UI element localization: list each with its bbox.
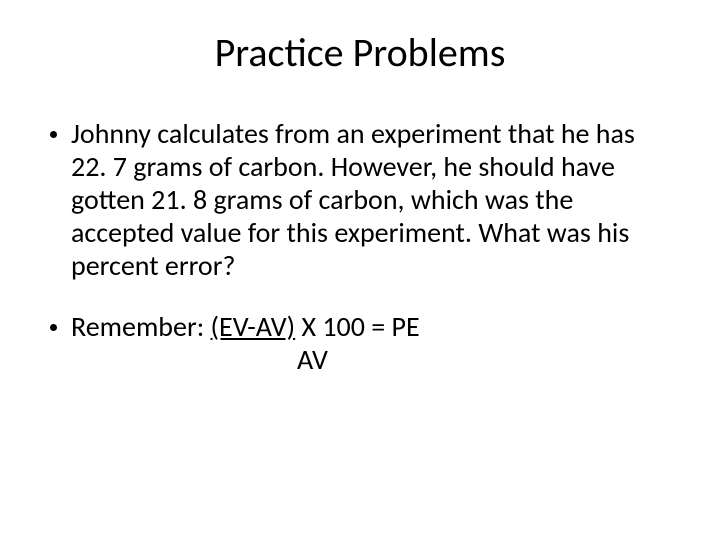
bullet-text: Johnny calculates from an experiment tha… <box>71 117 670 282</box>
formula-numerator: (EV-AV) <box>211 309 296 344</box>
slide-title: Practice Problems <box>40 28 680 77</box>
bullet-text: Remember: (EV-AV) X 100 = PE AV <box>71 310 670 376</box>
bullet-item: Remember: (EV-AV) X 100 = PE AV <box>50 310 670 376</box>
formula-suffix: X 100 = PE <box>295 309 420 344</box>
bullet-dot-icon <box>50 324 57 331</box>
formula-prefix: Remember: <box>71 309 211 344</box>
bullet-dot-icon <box>50 131 57 138</box>
slide-body: Johnny calculates from an experiment tha… <box>40 117 680 376</box>
formula-line-1: Remember: (EV-AV) X 100 = PE <box>71 310 670 343</box>
slide: Practice Problems Johnny calculates from… <box>0 0 720 540</box>
formula-denominator: AV <box>71 343 670 376</box>
bullet-item: Johnny calculates from an experiment tha… <box>50 117 670 282</box>
